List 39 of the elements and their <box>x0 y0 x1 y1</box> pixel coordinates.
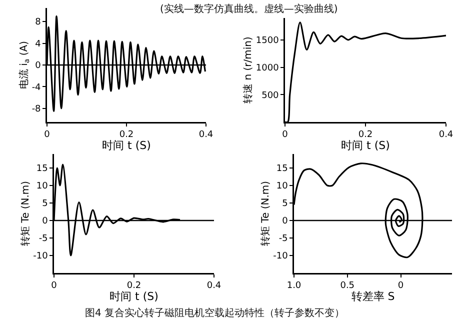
y-tick-label: -5 <box>278 234 288 244</box>
x-tick-label: 0.2 <box>358 130 373 140</box>
x-axis-title: 转差率 S <box>351 290 395 303</box>
y-tick-label: -8 <box>32 104 42 115</box>
x-tick-label: 0.4 <box>206 281 222 292</box>
y-tick-label: 0 <box>282 216 288 227</box>
x-axis-title: 时间 t (S) <box>102 139 151 152</box>
x-tick-label: 0.2 <box>119 130 134 140</box>
y-tick-label: 0 <box>42 216 48 227</box>
y-tick-label: 10 <box>36 182 48 192</box>
y-tick-label: 10 <box>276 182 288 192</box>
y-tick-label: 15 <box>276 164 288 174</box>
y-tick-label: -4 <box>32 82 42 93</box>
y-tick-label: 0 <box>35 61 42 72</box>
x-axis-title: 时间 t (S) <box>341 139 390 152</box>
y-tick-label: -10 <box>33 252 48 262</box>
y-axis-title: 转速 n (r/min) <box>242 36 254 104</box>
x-tick-label: 0 <box>51 281 58 292</box>
y-tick-label: -5 <box>38 234 48 244</box>
y-axis-title: 转矩 Te (N.m) <box>259 180 272 246</box>
y-tick-label: 8 <box>35 18 42 28</box>
y-tick-label: -10 <box>273 252 288 262</box>
y-tick-label: 5 <box>282 199 288 210</box>
y-tick-label: 5 <box>42 199 48 210</box>
x-tick-label: 1.0 <box>286 281 302 292</box>
x-tick-label: 0.4 <box>198 130 214 140</box>
annotation: (实线—数字仿真曲线。虚线—实验曲线) <box>160 2 338 16</box>
x-tick-label: 0.2 <box>126 281 142 292</box>
caption: 图4 复合实心转子磁阻电机空载起动特性（转子参数不变） <box>85 306 345 320</box>
x-tick-label: 0.4 <box>438 130 454 140</box>
y-tick-label: 15 <box>36 164 48 174</box>
x-tick-label: 0 <box>398 281 404 292</box>
y-tick-label: 4 <box>35 39 42 50</box>
x-tick-label: 0.5 <box>340 281 355 292</box>
y-tick-label: 500 <box>262 90 280 101</box>
y-tick-label: 1500 <box>256 36 280 46</box>
x-axis-title: 时间 t (S) <box>110 290 158 303</box>
y-tick-label: 1000 <box>256 63 280 74</box>
y-axis-title: 转矩 Te (N.m) <box>19 180 32 246</box>
